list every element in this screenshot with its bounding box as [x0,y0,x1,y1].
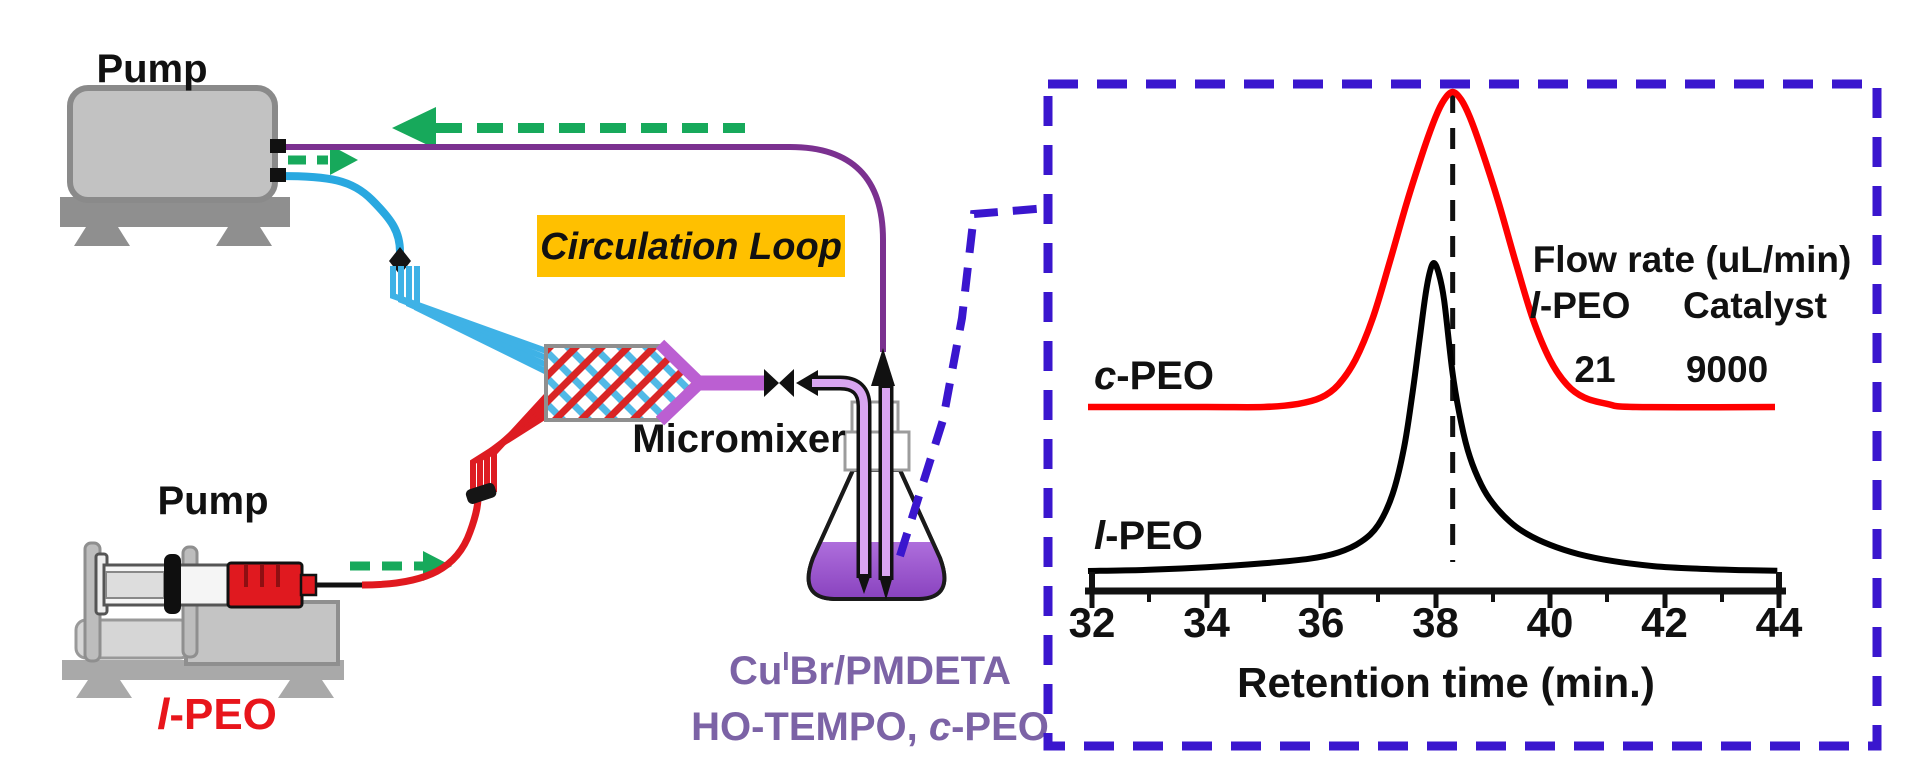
arrow-right-icon [330,145,358,175]
legend-header: Flow rate (uL/min) [1533,239,1852,280]
feed-tubing-blue [279,172,551,376]
svg-text:Circulation Loop: Circulation Loop [540,226,842,268]
pump-foot [216,227,272,246]
x-tick-label: 42 [1641,599,1688,646]
x-tick-label: 40 [1527,599,1574,646]
inset-border [1043,79,1882,751]
x-tick-label: 34 [1183,599,1230,646]
minor-ticks [1147,594,1724,602]
circulation-pump [60,85,290,246]
circulation-tubing [280,144,895,386]
inset-connector-dashes [896,204,1049,558]
major-ticks [1089,594,1782,608]
valve-bowtie-icon [779,369,794,397]
syringe-clamp [164,554,181,614]
pump-body [67,85,278,203]
pump-foot [278,680,334,698]
syringe-nozzle [299,573,318,597]
flow-arrow-syringe-out [350,551,452,581]
l-peo-curve [1087,260,1778,574]
flow-arrow-pump-out [288,145,358,175]
pump-foot [74,227,130,246]
syringe-pump-block [184,600,340,666]
inlet-tube [812,375,872,594]
x-tick-label: 36 [1298,599,1345,646]
flask-caption-line1: CuIBr/PMDETA [729,646,1011,693]
flow-direction-arrows [288,107,745,581]
legend-col-lpeo: l-PEO [1530,285,1631,326]
arrow-left-icon [392,107,436,149]
c-peo-curve-label: c-PEO [1094,354,1214,398]
x-tick-label: 44 [1756,599,1803,646]
x-axis [1085,572,1786,608]
x-tick-label: 32 [1069,599,1116,646]
flask-joint-lower [843,430,911,472]
feed-label: l-PEO [157,690,277,739]
tubing-connector-ring [465,483,497,504]
syringe-pump [62,541,362,698]
return-tube [878,386,894,600]
inset-chart: 32 34 36 38 40 42 44 Retention time (min… [896,79,1882,751]
x-axis-title: Retention time (min.) [1237,659,1655,706]
syringe-red-barrel [226,561,304,609]
flask-liquid [808,542,945,599]
pump-port [270,139,286,153]
circulation-loop-label: Circulation Loop [537,215,845,277]
syringe-plunger [105,571,165,599]
x-tick-labels: 32 34 36 38 40 42 44 [1069,599,1803,646]
l-peo-curve-label: l-PEO [1094,514,1203,558]
micromixer-label: Micromixer [632,417,845,461]
blue-tube-bundle [390,266,551,376]
legend-col-catalyst: Catalyst [1683,285,1827,326]
reaction-flask [806,375,947,601]
syringe-graduations [244,565,280,587]
legend-val-lpeo: 21 [1574,349,1615,390]
feed-tubing-red [361,390,552,589]
flow-arrow-return-left [392,107,745,149]
micromixer [544,339,818,426]
red-tube-bundle [470,390,552,492]
pump-bottom-label: Pump [157,479,268,523]
pump-port [270,168,286,182]
valve-bowtie-icon [764,369,779,397]
legend-val-catalyst: 9000 [1686,349,1768,390]
flow-rate-legend: Flow rate (uL/min) l-PEO Catalyst 21 900… [1530,239,1852,390]
x-tick-label: 38 [1412,599,1459,646]
c-peo-curve [1087,88,1776,411]
flask-caption-line2: HO-TEMPO, c-PEO [691,705,1049,749]
pump-top-label: Pump [96,47,207,91]
upward-flow-arrowhead [871,348,895,386]
pump-foot [76,680,132,698]
